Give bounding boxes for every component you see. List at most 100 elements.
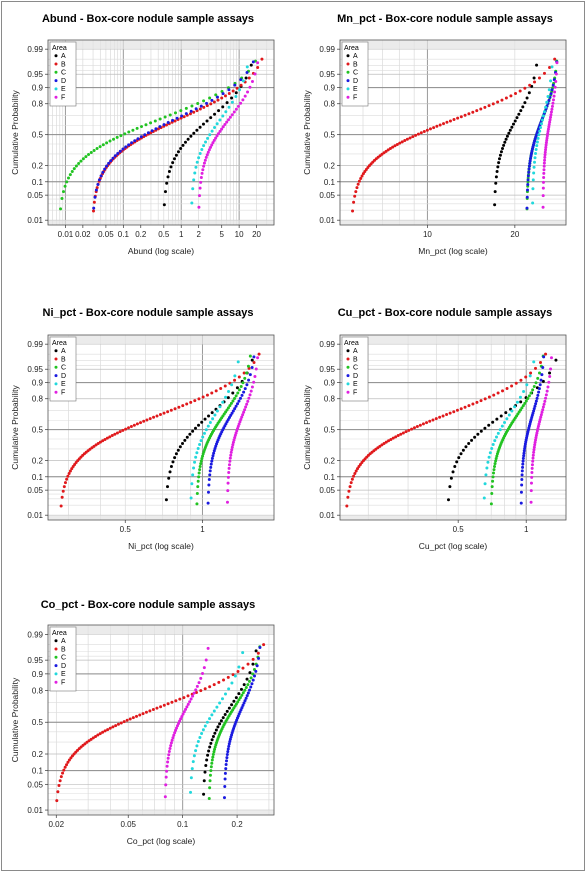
data-point <box>96 182 100 186</box>
data-point <box>517 112 521 116</box>
data-point <box>223 122 227 126</box>
data-point <box>205 758 209 762</box>
data-point <box>546 127 550 131</box>
data-point <box>531 187 535 191</box>
data-point <box>168 113 172 117</box>
data-point <box>535 63 539 67</box>
data-point <box>63 184 67 188</box>
data-point <box>348 485 352 489</box>
legend-marker <box>54 672 58 676</box>
y-tick-label: 0.2 <box>32 457 44 466</box>
data-point <box>166 485 170 489</box>
y-tick-label: 0.8 <box>324 395 336 404</box>
data-point <box>541 379 545 383</box>
data-point <box>205 101 209 105</box>
series-B <box>59 352 261 508</box>
data-point <box>167 753 171 757</box>
data-point <box>494 181 498 185</box>
data-point <box>136 137 140 141</box>
data-point <box>391 145 395 149</box>
data-point <box>166 410 170 414</box>
y-axis-label: Cumulative Probability <box>302 384 312 469</box>
data-point <box>549 113 553 117</box>
data-point <box>419 131 423 135</box>
data-point <box>532 445 536 449</box>
data-point <box>138 713 142 717</box>
data-point <box>256 356 260 360</box>
data-point <box>109 159 113 163</box>
data-point <box>175 724 179 728</box>
y-tick-label: 0.01 <box>27 216 43 225</box>
data-point <box>493 190 497 194</box>
data-point <box>106 728 110 732</box>
data-point <box>218 118 222 122</box>
data-point <box>490 492 494 495</box>
legend-label: A <box>353 348 358 355</box>
data-point <box>555 61 559 65</box>
data-point <box>236 402 240 406</box>
data-point <box>61 190 65 194</box>
data-point <box>206 646 210 650</box>
data-point <box>538 371 541 375</box>
data-point <box>94 443 98 447</box>
data-point <box>79 159 83 163</box>
data-point <box>107 161 111 165</box>
data-point <box>171 161 175 165</box>
upper-band <box>48 40 274 50</box>
data-point <box>199 439 203 443</box>
data-point <box>491 442 495 446</box>
data-point <box>223 784 227 788</box>
data-point <box>403 139 407 143</box>
data-point <box>527 167 531 171</box>
y-tick-label: 0.2 <box>32 750 44 759</box>
data-point <box>201 168 205 172</box>
data-point <box>522 454 526 458</box>
x-tick-label: 0.2 <box>232 820 244 829</box>
data-point <box>448 485 452 489</box>
data-point <box>554 72 558 76</box>
data-point <box>473 435 477 439</box>
y-tick-label: 0.8 <box>32 100 44 109</box>
data-point <box>355 186 359 190</box>
data-point <box>257 656 261 660</box>
data-point <box>199 462 203 466</box>
data-point <box>85 740 89 744</box>
data-point <box>539 125 543 129</box>
data-point <box>212 451 216 455</box>
data-point <box>483 426 487 430</box>
upper-band <box>340 335 566 345</box>
data-point <box>491 479 495 483</box>
data-point <box>169 741 173 745</box>
data-point <box>233 674 237 678</box>
y-tick-labels: 0.01 0.05 0.1 0.2 0.5 0.8 0.9 0.95 0.99 <box>27 630 48 815</box>
data-point <box>246 683 250 687</box>
legend-marker <box>346 357 350 361</box>
data-point <box>223 713 227 717</box>
data-point <box>214 389 218 393</box>
data-point <box>490 446 494 450</box>
data-point <box>535 431 539 435</box>
series-F <box>541 61 559 209</box>
data-point <box>225 500 229 504</box>
legend-marker <box>54 62 58 66</box>
data-point <box>162 411 166 415</box>
data-point <box>234 431 238 435</box>
data-point <box>227 466 231 470</box>
data-point <box>231 673 235 677</box>
data-point <box>529 481 533 485</box>
data-point <box>192 131 196 135</box>
data-point <box>457 456 461 460</box>
data-point <box>133 139 137 143</box>
data-point <box>194 688 198 692</box>
data-point <box>210 98 214 102</box>
data-point <box>207 796 211 800</box>
data-point <box>534 438 538 442</box>
data-point <box>70 170 74 173</box>
legend-label: E <box>353 86 358 93</box>
data-point <box>230 100 234 104</box>
data-point <box>228 737 232 741</box>
data-point <box>103 729 107 733</box>
data-point <box>519 490 523 494</box>
data-point <box>210 391 214 395</box>
